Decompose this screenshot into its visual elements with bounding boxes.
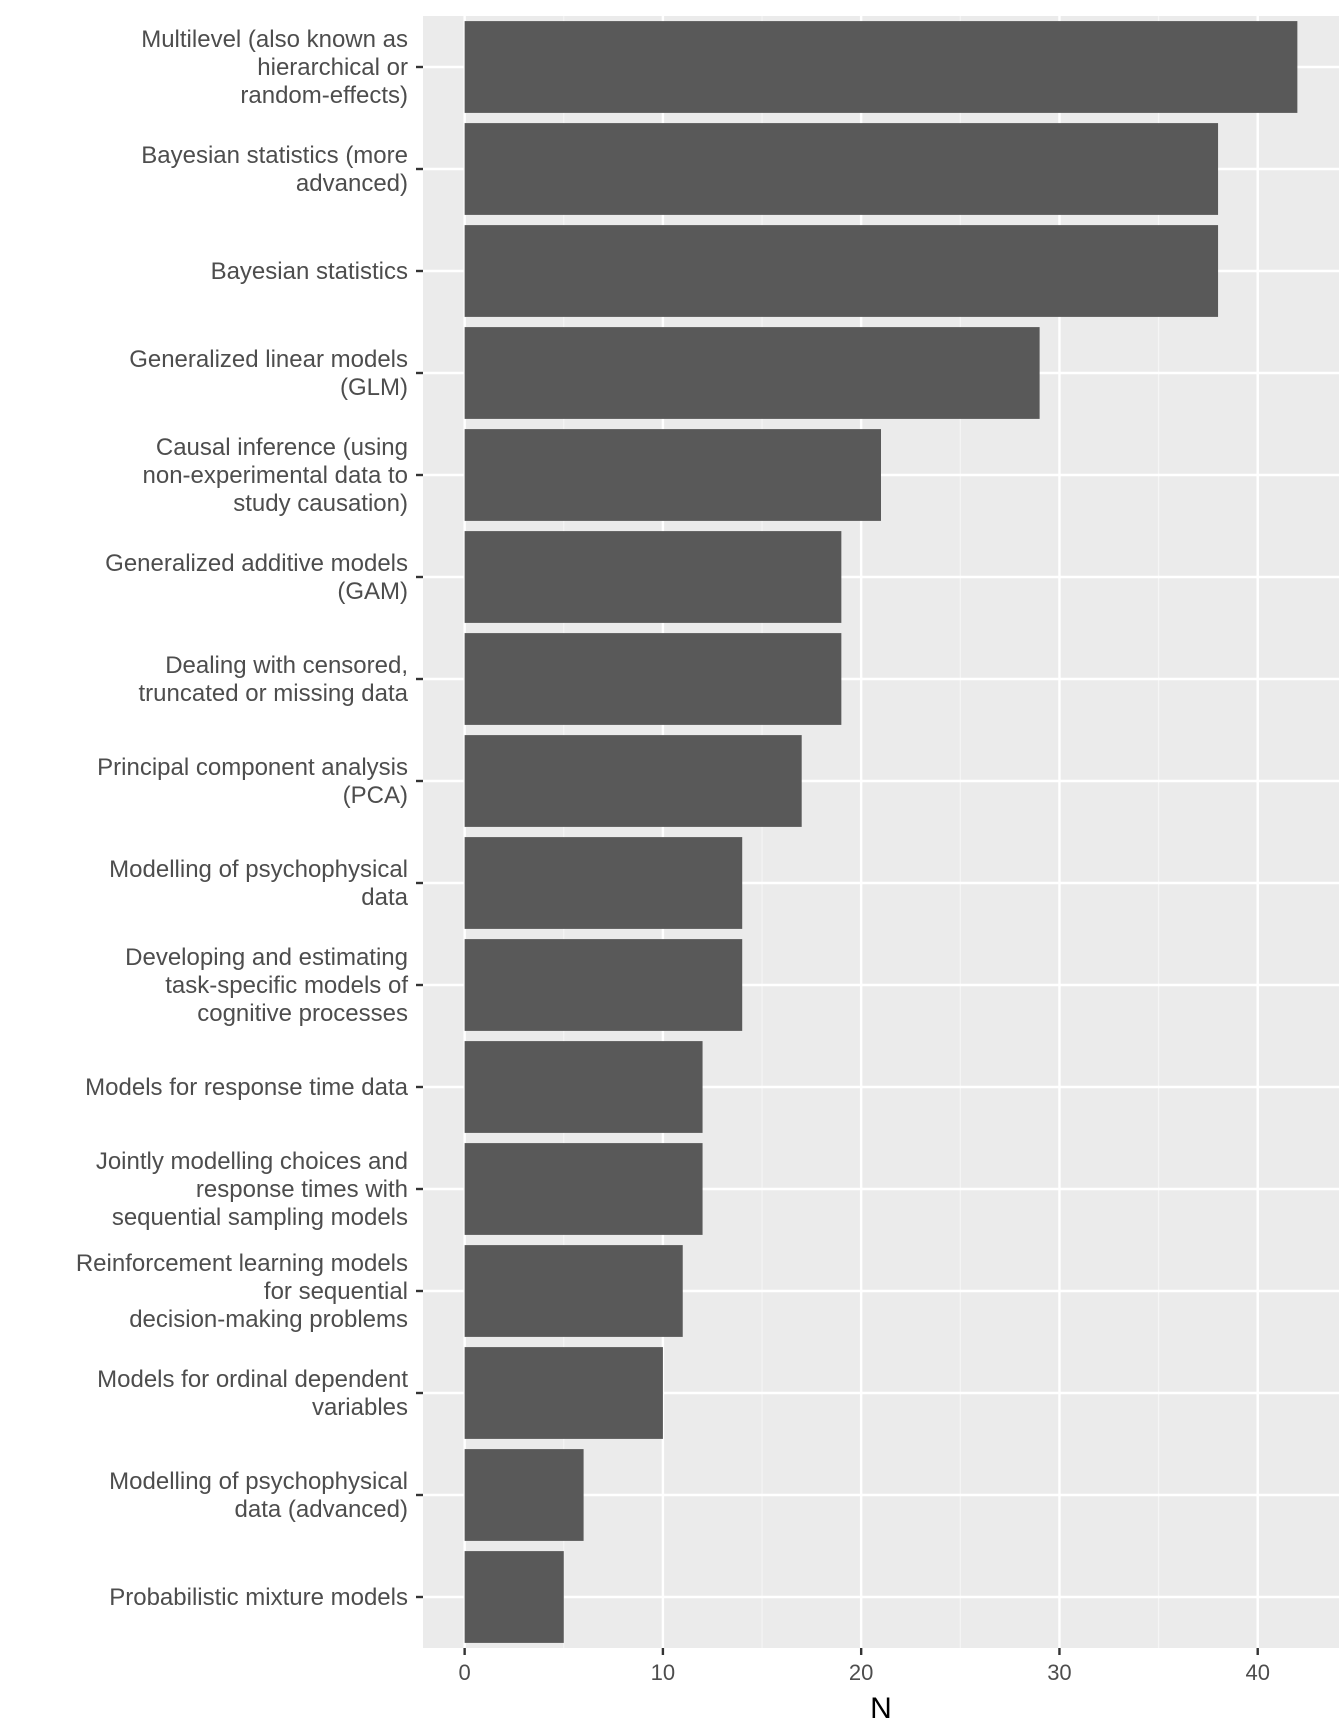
- bar: [464, 1041, 703, 1133]
- category-label-line: Generalized additive models: [105, 550, 408, 577]
- category-label-line: data (advanced): [235, 1496, 408, 1523]
- category-label-line: Causal inference (using: [156, 434, 408, 461]
- category-label-line: Bayesian statistics: [211, 258, 408, 285]
- category-label: Bayesian statistics (more advanced): [141, 142, 408, 197]
- category-label: Developing and estimating task-specific m…: [125, 944, 408, 1027]
- x-tick-label: 40: [1245, 1660, 1269, 1685]
- bar: [464, 21, 1298, 113]
- category-label-line: Probabilistic mixture models: [109, 1584, 408, 1611]
- category-label: Dealing with censored, truncated or missi…: [139, 652, 409, 707]
- bar: [464, 327, 1040, 419]
- bar: [464, 531, 842, 623]
- category-label: Bayesian statistics: [211, 258, 408, 285]
- category-label-line: (GLM): [340, 374, 408, 401]
- category-label-line: Reinforcement learning models: [76, 1250, 408, 1277]
- category-label: Principal component analysis (PCA): [97, 754, 408, 809]
- bar: [464, 735, 802, 827]
- bar: [464, 633, 842, 725]
- category-label-line: non-experimental data to: [143, 462, 409, 489]
- category-label-line: decision-making problems: [129, 1306, 408, 1333]
- bar: [464, 429, 881, 521]
- category-label-line: Multilevel (also known as: [141, 26, 408, 53]
- category-label-line: (PCA): [343, 782, 408, 809]
- category-label-line: variables: [312, 1394, 408, 1421]
- category-label-line: (GAM): [337, 578, 408, 605]
- x-tick-label: 30: [1047, 1660, 1071, 1685]
- x-tick-label: 0: [459, 1660, 471, 1685]
- category-label-line: Generalized linear models: [129, 346, 408, 373]
- category-label-line: hierarchical or: [257, 54, 408, 81]
- category-label-line: Jointly modelling choices and: [96, 1148, 408, 1175]
- category-label: Reinforcement learning models for sequent…: [76, 1250, 408, 1333]
- category-label: Modelling of psychophysical data (advance…: [109, 1468, 408, 1523]
- x-axis: 0 10 20 30 40: [459, 1648, 1270, 1685]
- bar: [464, 939, 743, 1031]
- category-label-line: advanced): [296, 170, 408, 197]
- category-label-line: Dealing with censored,: [165, 652, 408, 679]
- bars: [464, 21, 1298, 1643]
- category-label-line: sequential sampling models: [112, 1204, 408, 1231]
- y-axis: Multilevel (also known as hierarchical or…: [76, 26, 423, 1611]
- x-tick-label: 10: [651, 1660, 675, 1685]
- bar: [464, 1143, 703, 1235]
- category-label-line: Developing and estimating: [125, 944, 408, 971]
- category-label: Generalized additive models (GAM): [105, 550, 408, 605]
- category-label-line: Principal component analysis: [97, 754, 408, 781]
- category-label: Models for response time data: [85, 1074, 408, 1101]
- category-label-line: Modelling of psychophysical: [109, 1468, 408, 1495]
- bar: [464, 225, 1219, 317]
- bar: [464, 123, 1219, 215]
- category-label: Jointly modelling choices and response ti…: [96, 1148, 408, 1231]
- category-label-line: cognitive processes: [197, 1000, 408, 1027]
- category-label-line: data: [361, 884, 408, 911]
- category-label-line: truncated or missing data: [139, 680, 409, 707]
- bar: [464, 1551, 564, 1643]
- x-tick-label: 20: [849, 1660, 873, 1685]
- category-label-line: task-specific models of: [165, 972, 408, 999]
- x-axis-title: N: [870, 1692, 892, 1725]
- category-label-line: study causation): [233, 490, 408, 517]
- category-label: Models for ordinal dependent variables: [97, 1366, 408, 1421]
- category-label-line: random-effects): [240, 82, 408, 109]
- category-label-line: Bayesian statistics (more: [141, 142, 408, 169]
- category-label-line: Models for ordinal dependent: [97, 1366, 408, 1393]
- bar: [464, 1245, 683, 1337]
- category-label: Generalized linear models (GLM): [129, 346, 408, 401]
- category-label-line: response times with: [196, 1176, 408, 1203]
- category-label: Modelling of psychophysical data: [109, 856, 408, 911]
- bar: [464, 1347, 663, 1439]
- bar: [464, 1449, 584, 1541]
- category-label: Causal inference (using non-experimental …: [143, 434, 409, 517]
- bar: [464, 837, 743, 929]
- category-label-line: Modelling of psychophysical: [109, 856, 408, 883]
- category-label-line: for sequential: [264, 1278, 408, 1305]
- category-label: Multilevel (also known as hierarchical or…: [141, 26, 408, 109]
- category-label-line: Models for response time data: [85, 1074, 408, 1101]
- category-label: Probabilistic mixture models: [109, 1584, 408, 1611]
